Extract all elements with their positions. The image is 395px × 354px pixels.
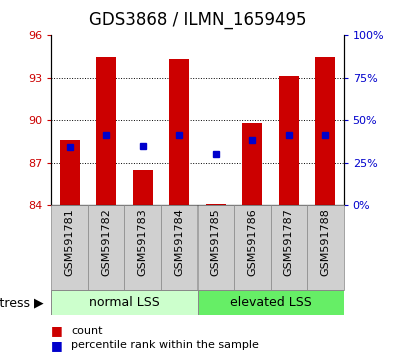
Bar bbox=[133, 170, 153, 205]
Bar bbox=[51, 290, 198, 315]
Text: ■: ■ bbox=[51, 325, 63, 337]
Text: GSM591786: GSM591786 bbox=[247, 208, 257, 276]
Text: count: count bbox=[71, 326, 103, 336]
Bar bbox=[198, 290, 344, 315]
Bar bbox=[307, 205, 344, 290]
Text: percentile rank within the sample: percentile rank within the sample bbox=[71, 340, 259, 350]
Bar bbox=[169, 59, 189, 205]
Text: GSM591782: GSM591782 bbox=[101, 208, 111, 276]
Text: GSM591784: GSM591784 bbox=[174, 208, 184, 276]
Text: GSM591783: GSM591783 bbox=[138, 208, 148, 276]
Bar bbox=[279, 76, 299, 205]
Text: GSM591788: GSM591788 bbox=[320, 208, 330, 276]
Bar bbox=[315, 57, 335, 205]
Bar bbox=[242, 123, 262, 205]
Text: GDS3868 / ILMN_1659495: GDS3868 / ILMN_1659495 bbox=[89, 11, 306, 29]
Bar bbox=[161, 205, 198, 290]
Text: elevated LSS: elevated LSS bbox=[230, 296, 311, 309]
Bar bbox=[206, 204, 226, 205]
Bar bbox=[96, 57, 116, 205]
Bar bbox=[51, 205, 88, 290]
Text: stress ▶: stress ▶ bbox=[0, 296, 43, 309]
Text: GSM591787: GSM591787 bbox=[284, 208, 294, 276]
Text: ■: ■ bbox=[51, 339, 63, 352]
Bar bbox=[60, 140, 80, 205]
Text: normal LSS: normal LSS bbox=[89, 296, 160, 309]
Bar bbox=[198, 205, 234, 290]
Bar bbox=[124, 205, 161, 290]
Bar bbox=[271, 205, 307, 290]
Text: GSM591785: GSM591785 bbox=[211, 208, 221, 276]
Bar bbox=[88, 205, 124, 290]
Bar bbox=[234, 205, 271, 290]
Text: GSM591781: GSM591781 bbox=[65, 208, 75, 276]
